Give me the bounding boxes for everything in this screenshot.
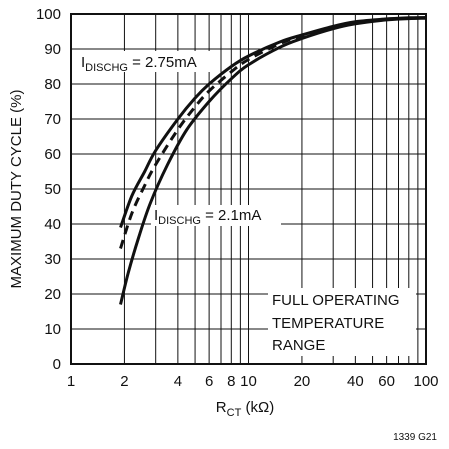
x-tick-labels: 1 2 4 6 8 10 20 40 60 100 (67, 373, 439, 390)
figure-id: 1339 G21 (393, 432, 437, 443)
range-note-line-1: FULL OPERATING (272, 292, 400, 309)
x-axis-title: RCT (kΩ) (216, 399, 274, 419)
y-tick-label: 60 (44, 146, 61, 163)
x-tick-label: 1 (67, 373, 75, 390)
x-tick-label: 4 (174, 373, 182, 390)
range-note-backdrop (268, 288, 416, 356)
y-axis-title: MAXIMUM DUTY CYCLE (%) (8, 90, 25, 289)
plot-frame (70, 13, 427, 365)
x-tick-label: 10 (240, 373, 257, 390)
lower-curve-annotation: IDISCHG = 2.1mA (154, 207, 261, 227)
y-tick-label: 80 (44, 76, 61, 93)
upper-annotation-backdrop (78, 51, 218, 72)
y-tick-label: 50 (44, 181, 61, 198)
x-tick-label: 100 (413, 373, 438, 390)
x-tick-label: 6 (205, 373, 213, 390)
range-note-line-2: TEMPERATURE (272, 315, 384, 332)
lower-annotation-backdrop (151, 205, 281, 226)
y-tick-label: 70 (44, 111, 61, 128)
y-tick-label: 20 (44, 286, 61, 303)
y-tick-label: 10 (44, 321, 61, 338)
x-tick-label: 8 (227, 373, 235, 390)
x-tick-label: 20 (294, 373, 311, 390)
y-tick-label: 40 (44, 216, 61, 233)
curves (119, 16, 427, 305)
x-tick-label: 40 (347, 373, 364, 390)
range-note-line-3: RANGE (272, 337, 325, 354)
y-tick-label: 30 (44, 251, 61, 268)
x-tick-label: 60 (378, 373, 395, 390)
upper-curve-annotation: IDISCHG = 2.75mA (81, 54, 197, 74)
y-tick-labels: 0 10 20 30 40 50 60 70 80 90 100 (36, 6, 61, 373)
x-tick-label: 2 (120, 373, 128, 390)
curve-line-3 (119, 16, 427, 305)
y-tick-label: 0 (53, 356, 61, 373)
y-tick-label: 100 (36, 6, 61, 23)
y-tick-label: 90 (44, 41, 61, 58)
